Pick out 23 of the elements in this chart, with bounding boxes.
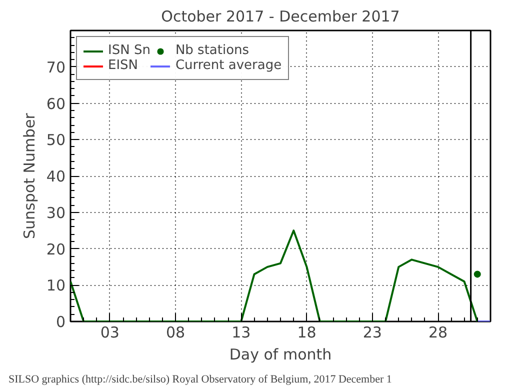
- y-tick-label: 30: [46, 204, 66, 222]
- y-tick-label: 40: [46, 168, 66, 186]
- y-tick-label: 60: [46, 94, 66, 113]
- x-tick-label: 23: [362, 324, 382, 342]
- y-tick-label: 50: [46, 131, 66, 150]
- x-tick-label: 08: [166, 324, 186, 342]
- chart-title: October 2017 - December 2017: [161, 8, 400, 26]
- legend-label: EISN: [108, 58, 138, 73]
- x-tick-label: 13: [232, 324, 251, 342]
- line-series: [70, 230, 478, 322]
- y-tick-label: 0: [56, 313, 66, 331]
- y-tick-label: 10: [46, 276, 66, 295]
- x-tick-label: 03: [100, 324, 120, 342]
- y-axis-title: Sunspot Number: [20, 112, 38, 239]
- x-tick-label: 28: [428, 324, 448, 342]
- x-axis-title: Day of month: [229, 346, 332, 364]
- text: SILSO graphics (http://sidc.be/silso) Royal Observatory of Belgium, 2017 December 1: [8, 374, 392, 386]
- legend-label: Nb stations: [175, 43, 250, 58]
- y-tick-label: 20: [46, 240, 66, 258]
- y-tick-label: 70: [46, 58, 66, 76]
- legend-label: Current average: [175, 58, 282, 73]
- x-tick-label: 18: [297, 324, 316, 342]
- legend-label: ISN Sn: [108, 43, 150, 58]
